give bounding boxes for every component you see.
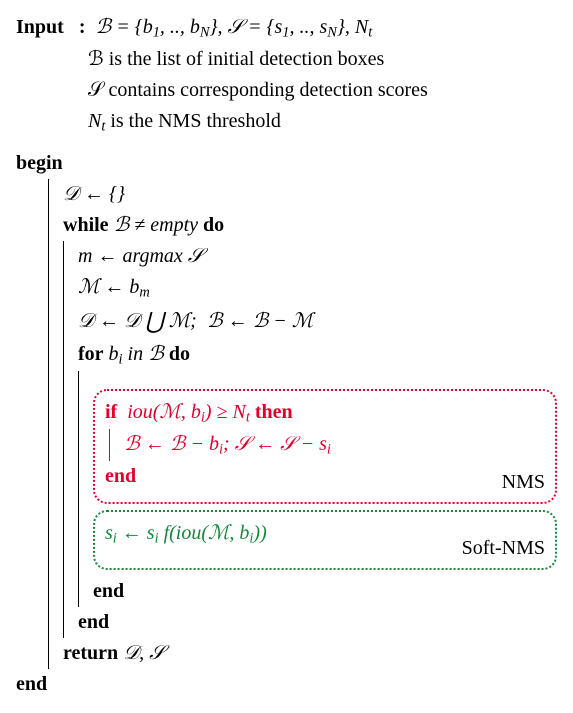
txt: ℳ ← b [78, 276, 139, 298]
txt: m ← argmax 𝒮 [78, 245, 203, 267]
txt: }, [337, 16, 350, 38]
txt: b [109, 343, 119, 365]
kw-do: do [203, 214, 224, 236]
txt: b [190, 16, 200, 38]
txt: ℬ is the list of initial detection boxes [88, 48, 384, 70]
txt: ℬ ≠ [114, 214, 151, 236]
kw-begin: begin [16, 148, 557, 179]
txt: , .., [290, 16, 315, 38]
txt: f(iou(ℳ, b [159, 522, 250, 544]
input-desc-S: 𝒮 contains corresponding detection score… [88, 75, 557, 106]
nms-box: if iou(ℳ, bi) ≥ Nt then ℬ ← ℬ − b i; 𝒮 ← … [93, 389, 557, 504]
sub: 1 [153, 25, 160, 41]
sub: N [327, 25, 337, 41]
nms-label: NMS [502, 467, 545, 498]
while-head: while ℬ ≠ empty do [63, 210, 557, 241]
nms-box-wrap: if iou(ℳ, bi) ≥ Nt then ℬ ← ℬ − b i; 𝒮 ← … [93, 389, 557, 504]
softnms-box-wrap: si ← si f(iou(ℳ, bi)) Soft-NMS [93, 510, 557, 570]
sub: i [327, 442, 331, 458]
txt: ℬ = { [95, 16, 142, 38]
kw-for: for [78, 343, 104, 365]
txt: is the NMS threshold [105, 110, 281, 132]
input-desc-B: ℬ is the list of initial detection boxes [88, 44, 557, 75]
nms-if: if iou(ℳ, bi) ≥ Nt then [105, 397, 545, 429]
txt: in ℬ [123, 343, 164, 365]
txt: )) [253, 522, 266, 544]
kw-end: end [16, 673, 47, 695]
input-def: ℬ = {b1, .., bN}, 𝒮 = {s1, .., sN}, Nt [95, 16, 372, 38]
M-assign: ℳ ← bm [78, 272, 557, 304]
sub: 1 [282, 25, 289, 41]
txt: b [143, 16, 153, 38]
kw-while: while [63, 214, 109, 236]
kw-if: if [105, 401, 117, 423]
txt: N [88, 110, 101, 132]
txt: N [355, 16, 368, 38]
for-end: end [93, 576, 557, 607]
input-line-1: Input : ℬ = {b1, .., bN}, 𝒮 = {s1, .., s… [16, 12, 557, 44]
softnms-box: si ← si f(iou(ℳ, bi)) Soft-NMS [93, 510, 557, 570]
kw-then: then [255, 401, 293, 423]
kw-return: return [63, 642, 118, 664]
kw-end: end [93, 580, 124, 602]
sub: t [246, 410, 250, 426]
for-block: if iou(ℳ, bi) ≥ Nt then ℬ ← ℬ − b i; 𝒮 ← … [78, 371, 557, 607]
begin-block: 𝒟 ← {} while ℬ ≠ empty do m ← argmax 𝒮 ℳ… [48, 179, 557, 669]
txt: ← s [117, 522, 155, 544]
txt: 𝒟, 𝒮 [123, 642, 164, 664]
kw-end: end [105, 465, 136, 487]
nms-body: ℬ ← ℬ − bi; 𝒮 ← 𝒮 − si [124, 429, 545, 461]
kw-end: end [78, 611, 109, 633]
kw-do: do [169, 343, 190, 365]
txt: iou(ℳ, b [127, 401, 201, 423]
return-line: return 𝒟, 𝒮 [63, 638, 557, 669]
input-label: Input [16, 16, 64, 38]
txt: 𝒟 ← {} [63, 183, 125, 205]
outer-end: end [16, 669, 557, 700]
softnms-label: Soft-NMS [462, 533, 545, 564]
sub: N [200, 25, 210, 41]
nms-if-body: ℬ ← ℬ − bi; 𝒮 ← 𝒮 − si [109, 429, 545, 461]
input-sep: : [79, 16, 86, 38]
txt: 𝒮 contains corresponding detection score… [88, 79, 428, 101]
m-assign: m ← argmax 𝒮 [78, 241, 557, 272]
txt: ℬ ← ℬ − b [124, 433, 219, 455]
txt: s [105, 522, 113, 544]
while-end: end [78, 607, 557, 638]
txt: ) ≥ N [205, 401, 246, 423]
input-desc-Nt: Nt is the NMS threshold [88, 106, 557, 138]
D-init: 𝒟 ← {} [63, 179, 557, 210]
sub: t [368, 25, 372, 41]
txt: ; 𝒮 ← 𝒮 − s [223, 433, 327, 455]
txt: begin [16, 152, 63, 174]
txt: empty [150, 214, 198, 236]
DU-line: 𝒟 ← 𝒟 ⋃ ℳ; ℬ ← ℬ − ℳ [78, 304, 557, 340]
for-head: for bi in ℬ do [78, 339, 557, 371]
while-block: m ← argmax 𝒮 ℳ ← bm 𝒟 ← 𝒟 ⋃ ℳ; ℬ ← ℬ − ℳ… [63, 241, 557, 638]
sub: m [139, 284, 149, 300]
txt: }, 𝒮 = { [210, 16, 275, 38]
nms-end: end [105, 461, 545, 492]
txt: , .., [160, 16, 185, 38]
